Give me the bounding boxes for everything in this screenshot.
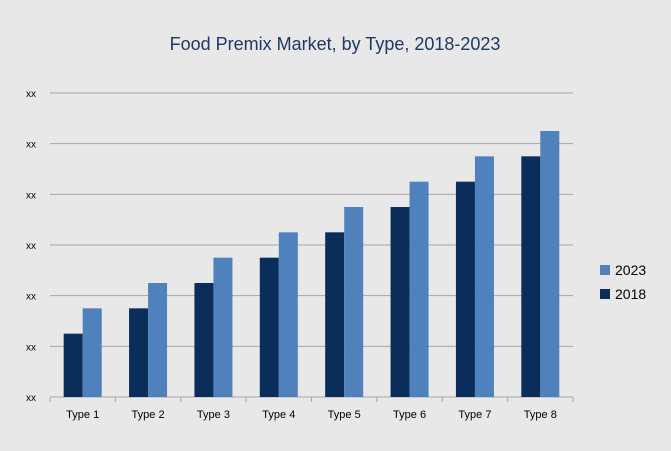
legend-label-2023: 2023 xyxy=(615,262,646,278)
bar-2023-type-5 xyxy=(344,207,364,397)
bar-2023-type-2 xyxy=(148,283,168,397)
bar-2018-type-5 xyxy=(325,232,345,397)
bar-2018-type-2 xyxy=(129,308,149,397)
x-tick-label: Type 2 xyxy=(132,409,165,421)
x-tick-label: Type 8 xyxy=(524,409,557,421)
y-tick-label: xx xyxy=(26,140,36,151)
y-tick-label: xx xyxy=(26,393,36,404)
bar-2018-type-1 xyxy=(63,333,83,397)
bar-2018-type-7 xyxy=(455,181,475,397)
y-tick-label: xx xyxy=(26,89,36,100)
y-axis-tick-labels: xx xx xx xx xx xx xx xyxy=(26,89,36,404)
x-tick-label: Type 5 xyxy=(328,409,361,421)
bar-2023-type-8 xyxy=(540,131,560,397)
bar-2023-type-6 xyxy=(409,181,429,397)
bar-2018-type-4 xyxy=(259,257,279,397)
bar-2018-type-6 xyxy=(390,207,410,397)
legend-label-2018: 2018 xyxy=(615,286,646,302)
bar-2023-type-3 xyxy=(213,257,233,397)
bar-2018-type-3 xyxy=(194,283,214,397)
y-tick-label: xx xyxy=(26,292,36,303)
y-tick-label: xx xyxy=(26,241,36,252)
x-tick-label: Type 1 xyxy=(66,409,99,421)
y-tick-label: xx xyxy=(26,342,36,353)
legend-swatch-2018 xyxy=(600,289,610,299)
y-tick-label: xx xyxy=(26,190,36,201)
x-tick-label: Type 3 xyxy=(197,409,230,421)
x-tick-label: Type 6 xyxy=(393,409,426,421)
x-tick-label: Type 7 xyxy=(458,409,491,421)
bar-2018-type-8 xyxy=(521,156,541,397)
legend-swatch-2023 xyxy=(600,265,610,275)
bar-2023-type-1 xyxy=(82,308,102,397)
chart-title: Food Premix Market, by Type, 2018-2023 xyxy=(170,34,501,54)
bar-2023-type-7 xyxy=(474,156,494,397)
legend: 2023 2018 xyxy=(600,262,646,302)
grid-lines xyxy=(50,92,573,398)
x-tick-label: Type 4 xyxy=(262,409,295,421)
bar-2023-type-4 xyxy=(278,232,298,397)
bars xyxy=(63,131,560,397)
x-axis-tick-labels: Type 1 Type 2 Type 3 Type 4 Type 5 Type 6 Type… xyxy=(49,397,574,421)
